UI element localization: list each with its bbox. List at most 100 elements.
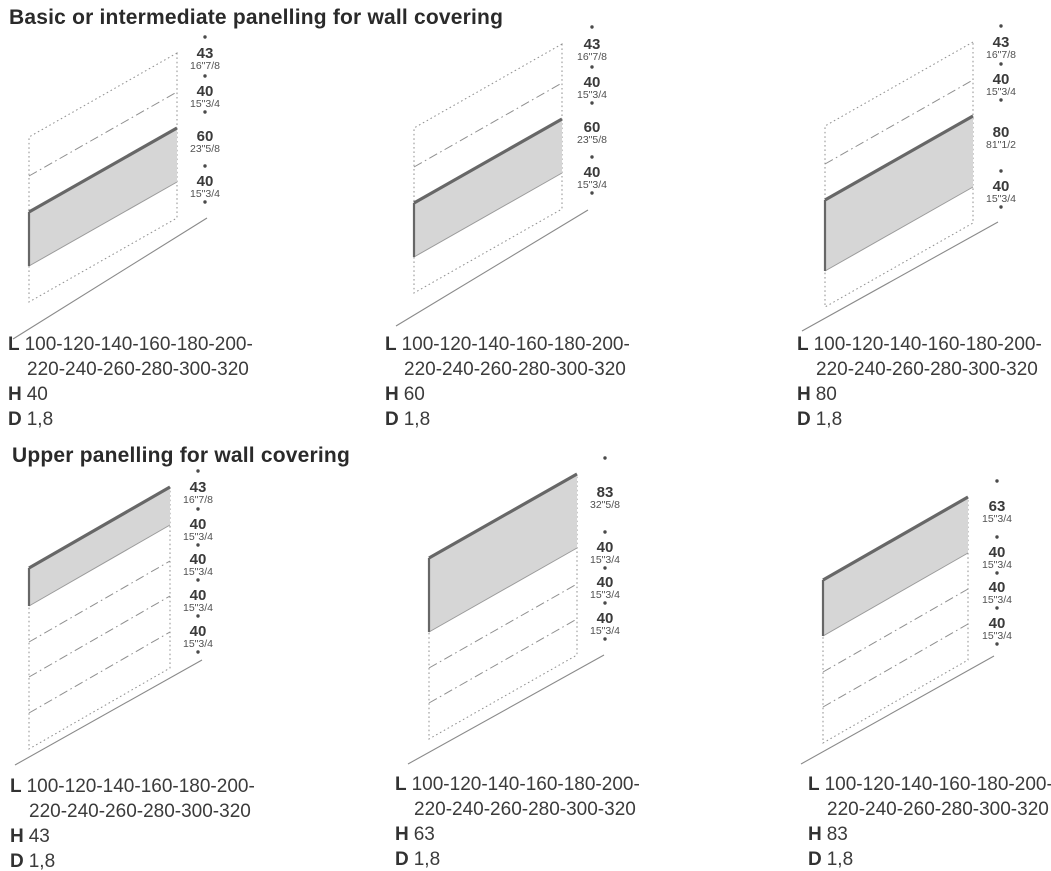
- length-spec-line: L 100-120-140-160-180-200-: [808, 772, 1051, 797]
- height-key: H: [8, 384, 22, 405]
- length-key: L: [8, 334, 20, 355]
- dim-cm-label: 40: [597, 610, 614, 627]
- dim-cm-label: 60: [197, 128, 214, 145]
- dim-inch-label: 15"3/4: [982, 559, 1012, 571]
- dim-inch-label: 15"3/4: [986, 193, 1016, 205]
- dim-cm-label: 83: [597, 484, 614, 501]
- panel-divider-line: [822, 588, 969, 673]
- diagram-basic-h40: 43 16"7/8 40 15"3/4 60 23"5/8 40 15"3/4: [12, 35, 220, 340]
- dimension-dot: [995, 642, 999, 646]
- height-spec-line: H 60: [385, 382, 630, 407]
- dimension-dot: [203, 74, 207, 78]
- dim-inch-label: 15"3/4: [590, 554, 620, 566]
- depth-key: D: [797, 409, 811, 430]
- length-key: L: [808, 774, 820, 795]
- depth-spec-line: D 1,8: [808, 847, 1051, 871]
- shaded-panel-band: [823, 497, 968, 636]
- dim-inch-label: 15"3/4: [183, 566, 213, 578]
- dimension-dot: [196, 507, 200, 511]
- dim-cm-label: 40: [989, 544, 1006, 561]
- dim-inch-label: 15"3/4: [183, 531, 213, 543]
- band-bottom-edge: [413, 172, 563, 258]
- spec-block-basic-h80: L 100-120-140-160-180-200- 220-240-260-28…: [797, 332, 1042, 432]
- diagram-upper-h43: 43 16"7/8 40 15"3/4 40 15"3/4 40 15"3/4 …: [14, 469, 213, 766]
- height-spec-line: H 83: [808, 822, 1051, 847]
- dim-cm-label: 40: [584, 74, 601, 91]
- dimension-dot: [590, 191, 594, 195]
- spec-block-basic-h40: L 100-120-140-160-180-200- 220-240-260-28…: [8, 332, 253, 432]
- dim-inch-label: 16"7/8: [577, 51, 607, 63]
- shaded-panel-band: [429, 474, 577, 632]
- dim-cm-label: 40: [197, 83, 214, 100]
- floor-line: [407, 654, 605, 765]
- dimension-dot: [603, 637, 607, 641]
- dim-cm-label: 63: [989, 498, 1006, 515]
- depth-key: D: [385, 409, 399, 430]
- height-value: 83: [826, 824, 848, 845]
- height-key: H: [385, 384, 399, 405]
- height-key: H: [10, 826, 24, 847]
- dim-cm-label: 43: [190, 479, 207, 496]
- floor-line: [395, 209, 589, 327]
- depth-spec-line: D 1,8: [10, 849, 255, 871]
- shaded-panel-band: [29, 487, 170, 606]
- shaded-panel-band: [29, 128, 177, 266]
- band-top-edge: [428, 472, 578, 560]
- band-top-edge: [824, 114, 974, 202]
- length-spec-line-2: 220-240-260-280-300-320: [385, 357, 630, 382]
- depth-value: 1,8: [815, 409, 843, 430]
- length-spec-line: L 100-120-140-160-180-200-: [8, 332, 253, 357]
- length-values-2: 220-240-260-280-300-320: [414, 799, 636, 820]
- dim-inch-label: 15"3/4: [577, 89, 607, 101]
- band-bottom-edge: [822, 552, 969, 637]
- dim-inch-label: 15"3/4: [986, 86, 1016, 98]
- dimension-dot: [999, 62, 1003, 66]
- dimension-dot: [603, 456, 607, 460]
- length-key: L: [10, 776, 22, 797]
- dim-inch-label: 23"5/8: [190, 143, 220, 155]
- length-values-1: 100-120-140-160-180-200-: [411, 774, 640, 795]
- height-value: 60: [403, 384, 425, 405]
- diagram-basic-h80: 43 16"7/8 40 15"3/4 80 81"1/2 40 15"3/4: [801, 24, 1016, 332]
- length-values-2: 220-240-260-280-300-320: [827, 799, 1049, 820]
- height-key: H: [797, 384, 811, 405]
- dimension-dot: [196, 614, 200, 618]
- height-spec-line: H 43: [10, 824, 255, 849]
- dim-cm-label: 40: [190, 516, 207, 533]
- spec-block-upper-h63: L 100-120-140-160-180-200- 220-240-260-28…: [395, 772, 640, 871]
- dim-cm-label: 80: [993, 124, 1010, 141]
- dim-cm-label: 40: [190, 623, 207, 640]
- dimension-dot: [999, 169, 1003, 173]
- depth-value: 1,8: [28, 851, 56, 871]
- dim-cm-label: 43: [993, 34, 1010, 51]
- section-title-upper-panelling: Upper panelling for wall covering: [12, 444, 350, 467]
- diagram-upper-h63: 83 32"5/8 40 15"3/4 40 15"3/4 40 15"3/4: [407, 456, 620, 765]
- length-spec-line: L 100-120-140-160-180-200-: [10, 774, 255, 799]
- diagram-basic-h60: 43 16"7/8 40 15"3/4 60 23"5/8 40 15"3/4: [395, 25, 607, 327]
- height-value: 80: [815, 384, 837, 405]
- panel-divider-line: [824, 79, 974, 165]
- length-spec-line-2: 220-240-260-280-300-320: [395, 797, 640, 822]
- depth-spec-line: D 1,8: [395, 847, 640, 871]
- band-top-edge: [28, 485, 171, 570]
- dim-cm-label: 43: [197, 45, 214, 62]
- length-spec-line: L 100-120-140-160-180-200-: [797, 332, 1042, 357]
- length-spec-line-2: 220-240-260-280-300-320: [8, 357, 253, 382]
- panel-outline: [822, 497, 969, 744]
- dim-cm-label: 40: [993, 71, 1010, 88]
- panel-divider-line: [822, 623, 969, 708]
- dimension-dot: [995, 535, 999, 539]
- panel-divider-line: [28, 91, 178, 177]
- dimension-dot: [203, 200, 207, 204]
- dimension-dot: [203, 164, 207, 168]
- dim-inch-label: 15"3/4: [982, 594, 1012, 606]
- section-title-basic-panelling: Basic or intermediate panelling for wall…: [9, 6, 504, 29]
- depth-value: 1,8: [26, 409, 54, 430]
- dimension-dots: [590, 25, 594, 195]
- depth-spec-line: D 1,8: [797, 407, 1042, 432]
- dimension-dot: [590, 101, 594, 105]
- height-value: 63: [413, 824, 435, 845]
- length-spec-line-2: 220-240-260-280-300-320: [10, 799, 255, 824]
- dim-inch-label: 16"7/8: [986, 49, 1016, 61]
